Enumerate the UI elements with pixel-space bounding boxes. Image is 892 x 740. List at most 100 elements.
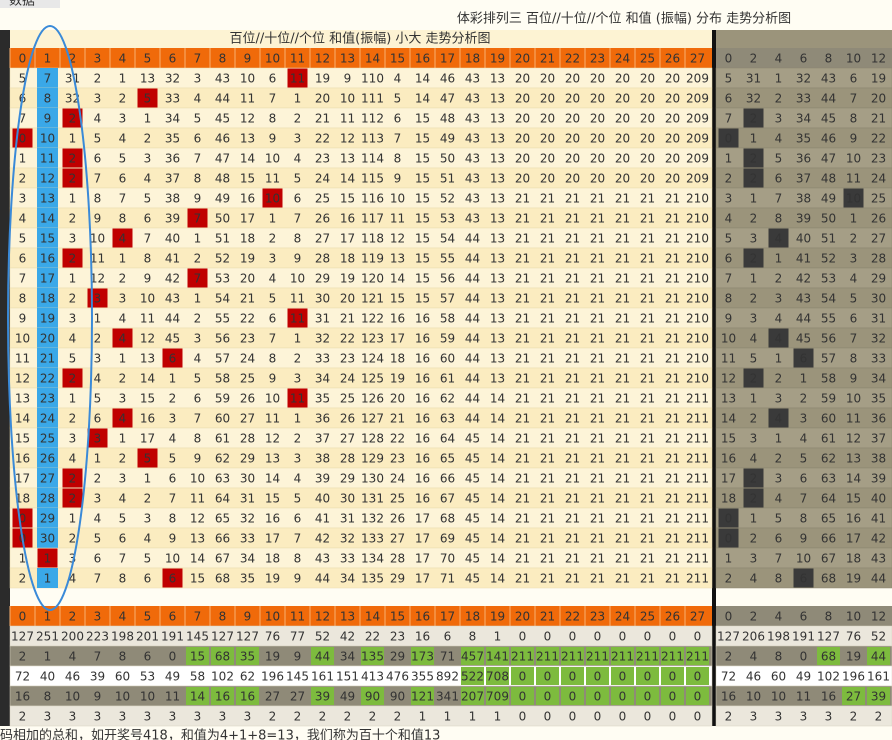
top-bar	[0, 0, 60, 8]
miss-count: 209	[686, 92, 709, 106]
miss-count: 28	[390, 552, 405, 566]
miss-count: 68	[215, 572, 230, 586]
miss-count: 21	[640, 372, 655, 386]
stats-value: 71	[440, 650, 455, 664]
miss-count: 14	[240, 152, 255, 166]
miss-count: 7	[269, 92, 277, 106]
miss-count: 1	[19, 552, 27, 566]
hit-number: 11	[290, 312, 305, 326]
hit-box	[112, 328, 133, 348]
right-miss-count: 13	[846, 452, 861, 466]
column-label: 3	[94, 610, 102, 624]
miss-count: 7	[269, 332, 277, 346]
miss-count: 209	[686, 152, 709, 166]
stats-right-value: 3	[800, 710, 808, 724]
miss-count: 4	[294, 472, 302, 486]
miss-count: 21	[665, 552, 680, 566]
right-miss-count: 34	[871, 372, 886, 386]
miss-count: 21	[615, 372, 630, 386]
miss-count: 17	[415, 512, 430, 526]
miss-count: 2	[269, 232, 277, 246]
stats-value: 0	[569, 630, 577, 644]
stats-value: 223	[86, 630, 109, 644]
right-miss-count: 8	[775, 572, 783, 586]
right-hit-box	[768, 408, 789, 428]
right-miss-count: 10	[846, 152, 861, 166]
stats-right-value: 102	[817, 670, 840, 684]
column-label: 11	[290, 52, 305, 66]
miss-count: 20	[590, 72, 605, 86]
miss-count: 13	[490, 92, 505, 106]
miss-count: 5	[294, 492, 302, 506]
miss-count: 1	[294, 92, 302, 106]
miss-count: 21	[565, 372, 580, 386]
right-miss-count: 10	[846, 392, 861, 406]
column-label: 21	[540, 610, 555, 624]
right-miss-count: 5	[725, 72, 733, 86]
right-miss-count: 3	[750, 432, 758, 446]
miss-count: 31	[65, 72, 80, 86]
stats-value: 141	[486, 650, 509, 664]
stats-value: 10	[140, 690, 155, 704]
miss-count: 14	[490, 532, 505, 546]
miss-count: 13	[490, 252, 505, 266]
miss-count: 16	[415, 412, 430, 426]
miss-count: 9	[269, 132, 277, 146]
right-column-label: 0	[725, 52, 733, 66]
stats-value: 709	[486, 690, 509, 704]
miss-count: 29	[340, 472, 355, 486]
stats-value: 8	[119, 650, 127, 664]
stats-value: 211	[586, 650, 609, 664]
right-miss-count: 7	[850, 92, 858, 106]
stats-value: 207	[461, 690, 484, 704]
miss-count: 15	[390, 292, 405, 306]
stats-value: 49	[340, 690, 355, 704]
miss-count: 4	[194, 352, 202, 366]
miss-count: 45	[465, 472, 480, 486]
stats-value: 0	[594, 690, 602, 704]
miss-count: 21	[565, 352, 580, 366]
miss-count: 43	[465, 72, 480, 86]
column-label: 18	[465, 52, 480, 66]
miss-count: 21	[515, 252, 530, 266]
miss-count: 57	[215, 352, 230, 366]
right-miss-count: 42	[871, 532, 886, 546]
miss-count: 4	[119, 492, 127, 506]
miss-count: 4	[94, 512, 102, 526]
miss-count: 43	[315, 552, 330, 566]
miss-count: 15	[415, 292, 430, 306]
miss-count: 6	[194, 392, 202, 406]
right-miss-count: 54	[821, 292, 836, 306]
right-miss-count: 11	[846, 412, 861, 426]
miss-count: 21	[665, 532, 680, 546]
stats-value: 0	[694, 690, 702, 704]
right-miss-count: 44	[821, 92, 836, 106]
right-miss-count: 27	[871, 232, 886, 246]
miss-count: 4	[69, 452, 77, 466]
miss-count: 21	[640, 452, 655, 466]
hit-number: 6	[169, 572, 177, 586]
miss-count: 45	[465, 532, 480, 546]
miss-count: 24	[40, 412, 55, 426]
miss-count: 16	[40, 252, 55, 266]
miss-count: 211	[686, 432, 709, 446]
miss-count: 21	[590, 452, 605, 466]
hit-number: 7	[194, 272, 202, 286]
miss-count: 21	[615, 512, 630, 526]
stats-right-bg	[715, 705, 892, 727]
right-miss-count: 61	[821, 432, 836, 446]
miss-count: 12	[340, 132, 355, 146]
miss-count: 21	[540, 452, 555, 466]
miss-count: 10	[290, 272, 305, 286]
right-miss-count: 36	[796, 152, 811, 166]
stats-highlight	[586, 687, 609, 705]
stats-bg	[9, 705, 713, 727]
miss-count: 2	[294, 432, 302, 446]
miss-count: 20	[565, 172, 580, 186]
right-hit-number: 2	[750, 492, 758, 506]
miss-count: 21	[540, 292, 555, 306]
right-column-label: 2	[750, 610, 758, 624]
miss-count: 20	[515, 172, 530, 186]
miss-count: 5	[94, 132, 102, 146]
miss-count: 14	[265, 472, 280, 486]
